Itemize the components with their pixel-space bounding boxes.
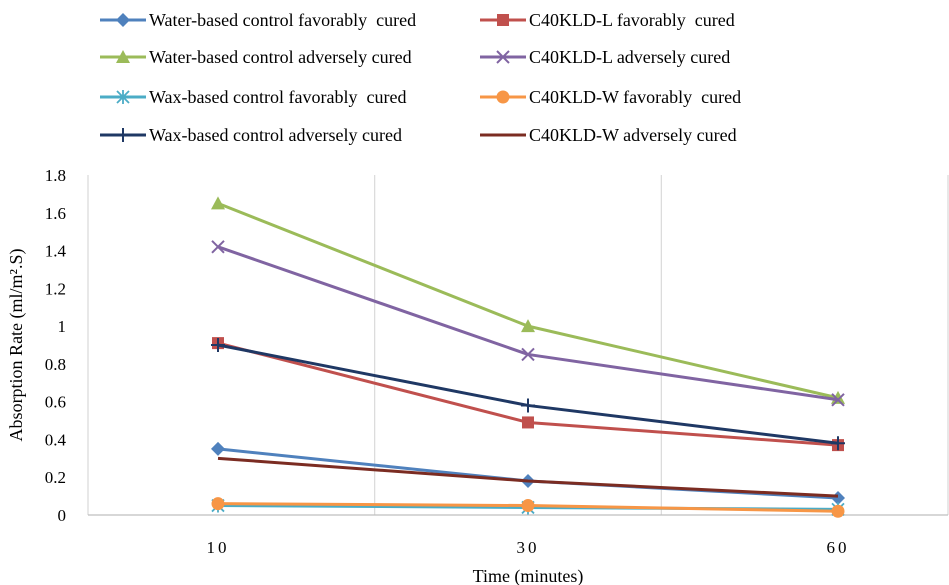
data-point bbox=[211, 196, 225, 210]
legend-label: C40KLD-L adversely cured bbox=[529, 47, 730, 67]
y-tick-label: 0.2 bbox=[45, 468, 66, 487]
legend-item: C40KLD-W favorably cured bbox=[480, 87, 741, 107]
y-tick-label: 1.6 bbox=[45, 204, 66, 223]
data-point bbox=[211, 338, 225, 352]
y-tick-label: 1.2 bbox=[45, 279, 66, 298]
y-tick-label: 1 bbox=[58, 317, 67, 336]
data-point bbox=[116, 90, 130, 104]
data-point bbox=[496, 50, 510, 64]
series-line bbox=[217, 456, 839, 498]
y-tick-label: 1.8 bbox=[45, 166, 66, 185]
data-point bbox=[831, 504, 845, 518]
series-lines bbox=[211, 196, 845, 518]
x-tick-labels: 10 30 60 bbox=[207, 538, 850, 557]
data-point bbox=[522, 416, 534, 429]
series bbox=[217, 456, 839, 498]
series bbox=[211, 338, 845, 451]
data-point bbox=[831, 436, 845, 451]
y-tick-label: 0.8 bbox=[45, 355, 66, 374]
x-tick-label: 10 bbox=[207, 538, 230, 557]
legend-item: C40KLD-L favorably cured bbox=[480, 10, 735, 30]
y-tick-label: 0 bbox=[58, 506, 67, 525]
gridlines bbox=[374, 175, 949, 515]
data-point bbox=[521, 398, 535, 413]
y-tick-labels: 0 0.2 0.4 0.6 0.8 1 1.2 1.4 1.6 1.8 bbox=[45, 166, 67, 525]
legend-label: Water-based control favorably cured bbox=[149, 10, 416, 30]
data-point bbox=[521, 347, 535, 362]
legend-label: Wax-based control adversely cured bbox=[149, 125, 402, 145]
series bbox=[211, 240, 845, 407]
data-point bbox=[116, 128, 130, 142]
data-point bbox=[211, 497, 225, 511]
legend-label: Water-based control adversely cured bbox=[149, 47, 412, 67]
data-point bbox=[521, 319, 535, 333]
data-point bbox=[116, 13, 130, 27]
y-tick-label: 0.6 bbox=[45, 393, 66, 412]
y-tick-label: 1.4 bbox=[45, 242, 67, 261]
series bbox=[211, 441, 845, 505]
legend-label: C40KLD-W favorably cured bbox=[529, 87, 741, 107]
data-point bbox=[116, 50, 130, 63]
series-line bbox=[217, 201, 839, 400]
legend-item: C40KLD-L adversely cured bbox=[480, 47, 730, 67]
x-tick-label: 30 bbox=[517, 538, 540, 557]
x-tick-label: 60 bbox=[827, 538, 850, 557]
x-axis-label: Time (minutes) bbox=[473, 566, 584, 585]
series bbox=[211, 497, 845, 518]
legend-item: Wax-based control adversely cured bbox=[100, 125, 402, 145]
legend-label: C40KLD-W adversely cured bbox=[529, 125, 737, 145]
legend-label: Wax-based control favorably cured bbox=[149, 87, 406, 107]
data-point bbox=[497, 14, 509, 26]
legend-item: Wax-based control favorably cured bbox=[100, 87, 406, 107]
axes bbox=[87, 175, 948, 516]
data-point bbox=[211, 441, 225, 456]
legend-item: C40KLD-W adversely cured bbox=[480, 125, 737, 145]
y-axis-label: Absorption Rate (ml/m².S) bbox=[6, 249, 27, 442]
data-point bbox=[831, 393, 845, 407]
series-line bbox=[217, 341, 839, 447]
legend-label: C40KLD-L favorably cured bbox=[529, 10, 735, 30]
data-point bbox=[211, 240, 225, 254]
series-line bbox=[217, 343, 839, 445]
series bbox=[211, 196, 845, 404]
legend: Water-based control favorably cured C40KL… bbox=[100, 10, 741, 145]
data-point bbox=[521, 499, 535, 513]
y-tick-label: 0.4 bbox=[45, 430, 67, 449]
legend-item: Water-based control adversely cured bbox=[100, 47, 412, 67]
data-point bbox=[496, 90, 510, 104]
legend-item: Water-based control favorably cured bbox=[100, 10, 416, 30]
